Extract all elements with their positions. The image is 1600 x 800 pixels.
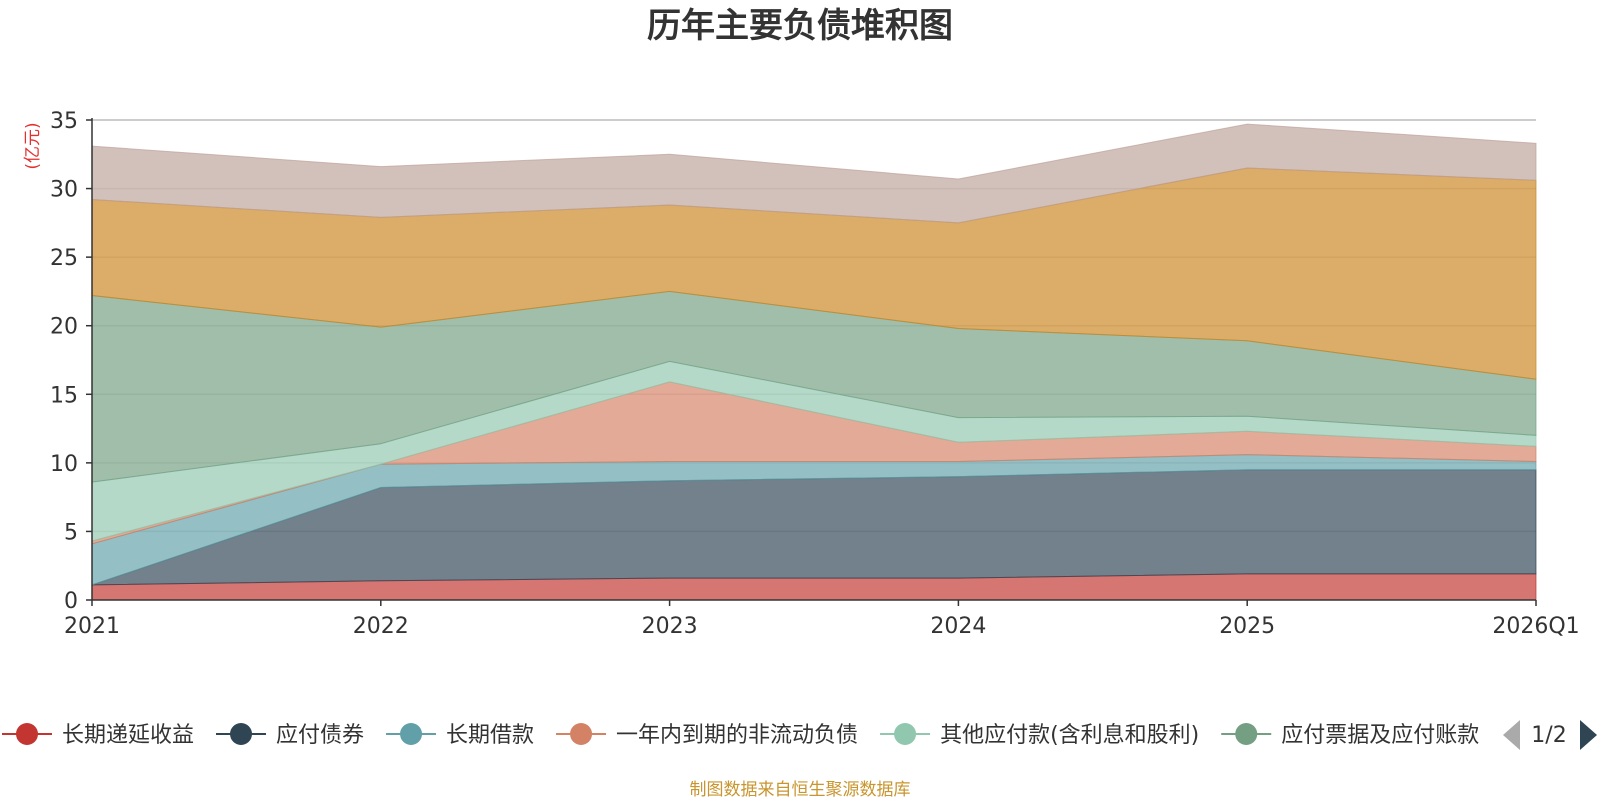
legend-label-4: 其他应付款(含利息和股利) xyxy=(940,723,1199,748)
legend-item-3[interactable]: 一年内到期的非流动负债 xyxy=(556,723,858,748)
legend-label-2: 长期借款 xyxy=(446,723,534,748)
legend-label-0: 长期递延收益 xyxy=(62,723,194,748)
legend-items: 长期递延收益 应付债券 长期借款 一年内到期的非流动负债 其他应付款(含利息和股利) 应付… xyxy=(2,723,1479,748)
x-tick-label-5: 2026Q1 xyxy=(1492,614,1579,639)
legend-marker-2 xyxy=(400,723,423,745)
legend-item-2[interactable]: 长期借款 xyxy=(386,723,534,748)
y-tick-label-4: 20 xyxy=(50,315,78,340)
legend-label-5: 应付票据及应付账款 xyxy=(1281,723,1479,748)
legend-marker-4 xyxy=(894,723,917,745)
legend-marker-3 xyxy=(570,723,593,745)
x-tick-label-2: 2023 xyxy=(642,614,698,639)
x-tick-label-0: 2021 xyxy=(64,614,120,639)
y-tick-label-6: 30 xyxy=(50,178,78,203)
area-series-7[interactable] xyxy=(91,123,1537,224)
legend-item-1[interactable]: 应付债券 xyxy=(216,723,364,748)
legend-marker-1 xyxy=(230,723,253,745)
y-tick-label-7: 35 xyxy=(50,109,78,134)
x-tick-label-4: 2025 xyxy=(1219,614,1275,639)
legend-marker-5 xyxy=(1235,723,1258,745)
legend[interactable]: 长期递延收益 应付债券 长期借款 一年内到期的非流动负债 其他应付款(含利息和股利) 应付… xyxy=(2,720,1597,750)
legend-label-1: 应付债券 xyxy=(276,723,364,748)
legend-label-3: 一年内到期的非流动负债 xyxy=(616,723,858,748)
legend-prev-page-icon[interactable] xyxy=(1503,720,1520,750)
y-tick-label-3: 15 xyxy=(50,383,78,408)
y-tick-label-0: 0 xyxy=(64,589,78,614)
y-tick-label-1: 5 xyxy=(64,520,78,545)
y-tick-label-5: 25 xyxy=(50,246,78,271)
legend-page-indicator: 1/2 xyxy=(1531,723,1566,748)
x-tick-label-3: 2024 xyxy=(930,614,986,639)
y-axis-unit-label: (亿元) xyxy=(23,122,43,169)
legend-item-0[interactable]: 长期递延收益 xyxy=(2,723,194,748)
x-tick-label-1: 2022 xyxy=(353,614,409,639)
legend-marker-0 xyxy=(16,723,38,745)
y-tick-label-2: 10 xyxy=(50,452,78,477)
area-series-group xyxy=(91,123,1537,601)
legend-item-4[interactable]: 其他应付款(含利息和股利) xyxy=(880,723,1199,748)
chart-title: 历年主要负债堆积图 xyxy=(647,6,953,46)
data-source-note: 制图数据来自恒生聚源数据库 xyxy=(690,780,911,800)
legend-item-5[interactable]: 应付票据及应付账款 xyxy=(1221,723,1479,748)
legend-next-page-icon[interactable] xyxy=(1580,720,1597,750)
